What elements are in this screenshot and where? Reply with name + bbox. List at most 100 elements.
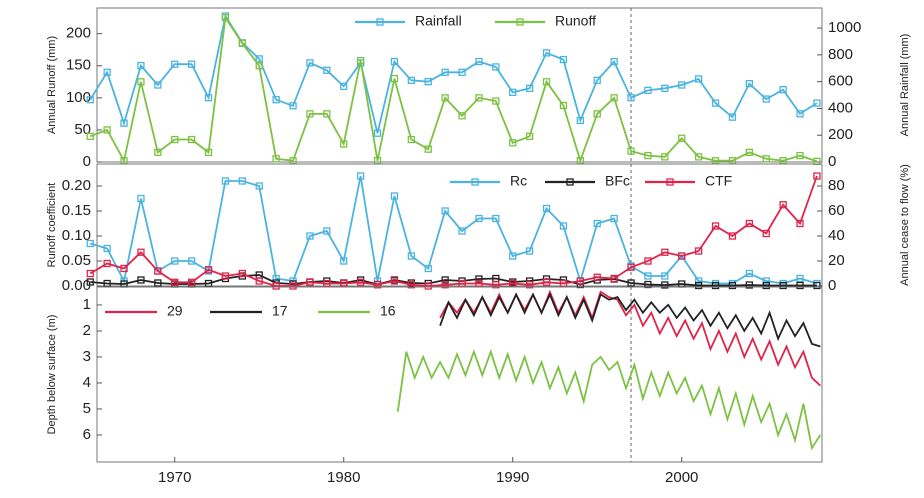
series-line	[439, 292, 821, 348]
marker	[356, 172, 365, 180]
marker	[492, 281, 500, 289]
marker	[728, 281, 737, 290]
marker	[306, 59, 314, 67]
marker	[441, 276, 449, 284]
marker	[390, 277, 399, 285]
marker	[542, 49, 551, 57]
y2-tick-label: 400	[828, 99, 853, 116]
marker	[306, 278, 314, 286]
y2-axis-label: Annual Rainfall (mm)	[899, 34, 911, 137]
marker	[610, 57, 618, 66]
marker	[694, 277, 703, 285]
marker	[694, 153, 703, 161]
marker	[187, 135, 196, 144]
marker	[779, 201, 787, 209]
marker	[306, 232, 314, 240]
marker	[103, 68, 111, 76]
marker	[373, 281, 382, 289]
marker	[373, 129, 382, 137]
marker	[694, 75, 703, 83]
series-line	[89, 15, 818, 164]
marker	[492, 97, 500, 105]
y-tick-label: 0.20	[62, 177, 91, 194]
marker	[610, 214, 618, 223]
series-line	[396, 348, 822, 451]
marker	[137, 61, 145, 70]
legend-label: CTF	[705, 173, 732, 189]
marker	[661, 272, 669, 280]
y-tick-label: 150	[66, 57, 91, 74]
y-tick-label: 200	[66, 25, 91, 42]
y2-tick-label: 200	[828, 126, 853, 143]
marker	[745, 281, 753, 289]
marker	[103, 126, 111, 134]
y-tick-label: 0.00	[62, 277, 91, 294]
marker	[154, 148, 162, 157]
legend-label: Rc	[510, 173, 527, 189]
marker	[745, 219, 753, 228]
legend-label: 17	[272, 303, 288, 319]
marker	[728, 232, 737, 240]
marker	[627, 263, 635, 271]
marker	[424, 282, 432, 290]
marker	[221, 272, 230, 280]
x-tick-label: 1980	[327, 469, 360, 486]
marker	[509, 139, 517, 147]
legend-marker	[666, 178, 674, 186]
marker	[255, 182, 263, 190]
legend-label: 16	[380, 303, 396, 319]
marker	[762, 277, 770, 285]
marker	[475, 214, 483, 223]
legend-marker	[376, 18, 384, 26]
marker	[154, 279, 162, 287]
marker	[390, 74, 399, 83]
marker	[779, 281, 787, 290]
marker	[627, 279, 635, 287]
y-tick-label: 50	[74, 121, 91, 138]
marker	[323, 66, 331, 74]
marker	[559, 222, 568, 230]
series-line	[89, 175, 818, 285]
marker	[221, 13, 230, 22]
y2-tick-label: 40	[828, 227, 845, 244]
marker	[407, 135, 415, 144]
y-tick-label: 1	[83, 296, 91, 313]
marker	[424, 264, 432, 273]
marker	[627, 147, 635, 155]
marker	[289, 282, 297, 290]
y-tick-label: 0.05	[62, 252, 91, 269]
marker	[475, 275, 483, 283]
legend-label: Rainfall	[415, 13, 462, 29]
marker	[593, 76, 601, 84]
marker	[120, 119, 128, 127]
marker	[694, 247, 703, 255]
x-tick-label: 1990	[496, 469, 529, 486]
marker	[238, 269, 246, 278]
marker	[475, 94, 483, 102]
marker	[661, 248, 669, 256]
marker	[86, 278, 94, 286]
marker	[86, 132, 94, 140]
marker	[272, 274, 280, 283]
y-tick-label: 5	[83, 400, 91, 417]
marker	[272, 155, 280, 163]
marker	[458, 227, 466, 235]
x-tick-label: 1970	[158, 469, 191, 486]
y-tick-label: 6	[83, 426, 91, 443]
y2-axis-label: Annual cease to flow (%)	[899, 164, 911, 286]
marker	[458, 68, 466, 76]
marker	[813, 172, 821, 180]
marker	[86, 96, 94, 104]
marker	[120, 264, 128, 273]
marker	[745, 269, 753, 278]
y-tick-label: 0	[83, 153, 91, 170]
marker	[458, 112, 466, 120]
marker	[796, 219, 804, 228]
marker	[171, 257, 179, 265]
marker	[796, 151, 804, 160]
marker	[542, 78, 551, 86]
marker	[187, 278, 196, 286]
marker	[796, 281, 804, 290]
marker	[678, 252, 686, 260]
y-axis-label: Runoff coefficient	[46, 183, 58, 268]
